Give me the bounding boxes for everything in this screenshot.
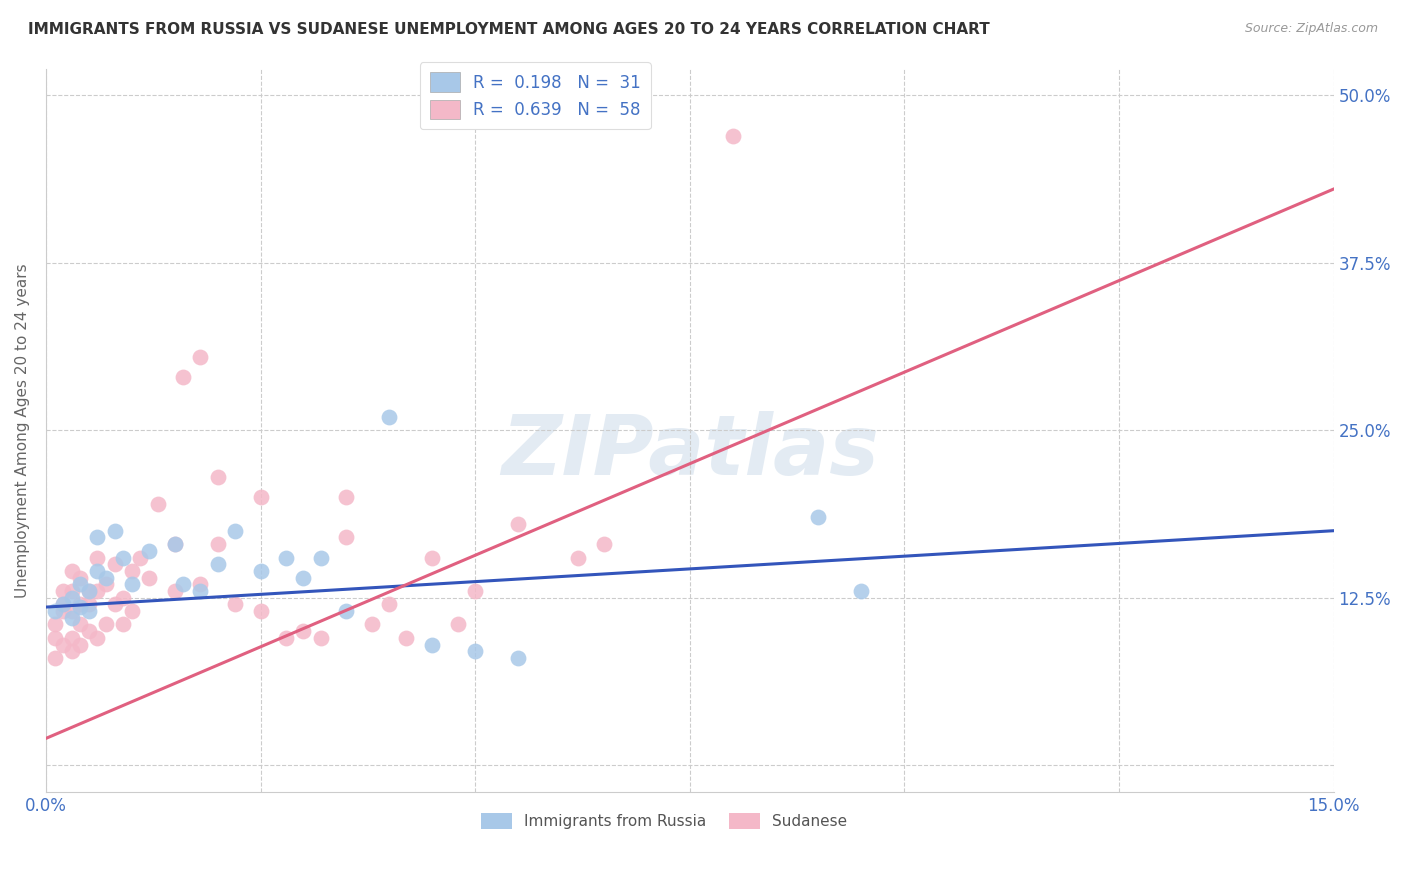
Point: [69, 617, 91, 632]
Point: [190, 577, 212, 591]
Point: [395, 631, 418, 645]
Point: [69, 600, 91, 615]
Point: [146, 497, 169, 511]
Point: [77, 624, 100, 639]
Text: IMMIGRANTS FROM RUSSIA VS SUDANESE UNEMPLOYMENT AMONG AGES 20 TO 24 YEARS CORREL: IMMIGRANTS FROM RUSSIA VS SUDANESE UNEMP…: [28, 22, 990, 37]
Point: [77, 584, 100, 599]
Point: [94, 577, 117, 591]
Point: [60, 604, 83, 618]
Point: [138, 544, 160, 558]
Point: [506, 651, 529, 665]
Point: [163, 537, 186, 551]
Point: [44, 617, 66, 632]
Point: [138, 571, 160, 585]
Point: [69, 638, 91, 652]
Point: [112, 550, 135, 565]
Point: [104, 524, 127, 538]
Point: [69, 571, 91, 585]
Point: [464, 584, 486, 599]
Point: [52, 598, 75, 612]
Text: Source: ZipAtlas.com: Source: ZipAtlas.com: [1244, 22, 1378, 36]
Point: [94, 617, 117, 632]
Point: [60, 564, 83, 578]
Point: [52, 598, 75, 612]
Point: [52, 584, 75, 599]
Point: [224, 524, 246, 538]
Point: [335, 604, 357, 618]
Point: [292, 624, 315, 639]
Point: [44, 604, 66, 618]
Point: [44, 631, 66, 645]
Legend: Immigrants from Russia, Sudanese: Immigrants from Russia, Sudanese: [475, 806, 853, 835]
Point: [807, 510, 830, 524]
Point: [249, 604, 271, 618]
Point: [69, 598, 91, 612]
Point: [172, 577, 194, 591]
Point: [121, 564, 143, 578]
Point: [163, 584, 186, 599]
Point: [378, 409, 401, 424]
Point: [361, 617, 384, 632]
Point: [292, 571, 315, 585]
Y-axis label: Unemployment Among Ages 20 to 24 years: Unemployment Among Ages 20 to 24 years: [15, 263, 30, 598]
Point: [112, 591, 135, 605]
Point: [60, 631, 83, 645]
Point: [249, 564, 271, 578]
Point: [121, 604, 143, 618]
Point: [86, 530, 108, 544]
Point: [721, 128, 744, 143]
Point: [94, 571, 117, 585]
Point: [567, 550, 589, 565]
Point: [447, 617, 470, 632]
Point: [129, 550, 152, 565]
Point: [851, 584, 873, 599]
Point: [207, 558, 229, 572]
Point: [335, 530, 357, 544]
Point: [60, 644, 83, 658]
Point: [190, 350, 212, 364]
Point: [335, 490, 357, 504]
Point: [69, 577, 91, 591]
Point: [104, 558, 127, 572]
Point: [190, 584, 212, 599]
Point: [77, 584, 100, 599]
Point: [163, 537, 186, 551]
Point: [77, 598, 100, 612]
Point: [86, 631, 108, 645]
Point: [44, 651, 66, 665]
Point: [77, 604, 100, 618]
Point: [86, 584, 108, 599]
Point: [378, 598, 401, 612]
Point: [60, 611, 83, 625]
Point: [52, 604, 75, 618]
Point: [420, 550, 443, 565]
Point: [207, 537, 229, 551]
Point: [52, 638, 75, 652]
Point: [86, 564, 108, 578]
Point: [309, 550, 332, 565]
Point: [309, 631, 332, 645]
Point: [224, 598, 246, 612]
Text: ZIPatlas: ZIPatlas: [501, 411, 879, 492]
Point: [593, 537, 616, 551]
Point: [276, 631, 298, 645]
Point: [506, 516, 529, 531]
Point: [104, 598, 127, 612]
Point: [121, 577, 143, 591]
Point: [420, 638, 443, 652]
Point: [464, 644, 486, 658]
Point: [172, 369, 194, 384]
Point: [276, 550, 298, 565]
Point: [207, 470, 229, 484]
Point: [249, 490, 271, 504]
Point: [60, 584, 83, 599]
Point: [112, 617, 135, 632]
Point: [86, 550, 108, 565]
Point: [60, 591, 83, 605]
